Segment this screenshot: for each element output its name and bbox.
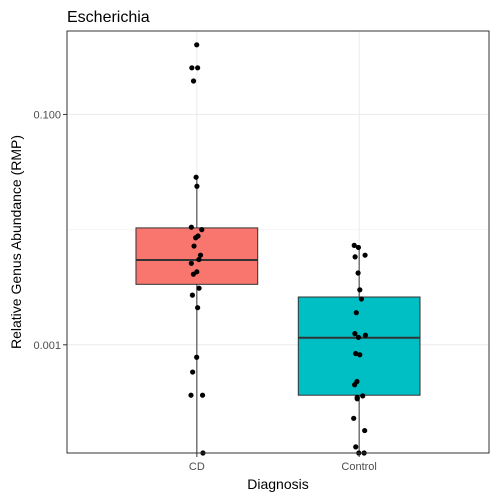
y-axis-title: Relative Genus Abundance (RMP) <box>8 135 24 349</box>
data-point <box>190 78 197 84</box>
data-point <box>199 392 206 398</box>
box-body <box>297 296 421 396</box>
data-point <box>188 224 194 230</box>
data-point <box>188 392 194 398</box>
data-point <box>357 352 363 358</box>
x-axis-title: Diagnosis <box>247 476 308 492</box>
data-point <box>196 285 202 291</box>
data-point <box>199 227 205 233</box>
data-point <box>188 260 194 266</box>
data-point <box>357 287 363 293</box>
data-point <box>194 354 200 360</box>
data-point <box>195 65 201 71</box>
panel-border <box>66 30 490 454</box>
data-point <box>360 393 366 399</box>
x-tick-label: Control <box>341 461 376 473</box>
data-point <box>193 235 199 241</box>
data-point <box>190 271 197 277</box>
axes: 0.001 0.100 CD Control <box>33 109 376 473</box>
data-point <box>190 369 196 375</box>
data-point <box>193 174 199 180</box>
data-point <box>196 256 202 263</box>
data-point <box>351 415 357 421</box>
data-point <box>195 305 201 311</box>
box-control <box>297 245 421 453</box>
data-point <box>353 350 359 357</box>
data-point <box>351 242 357 248</box>
y-tick-label: 0.001 <box>33 340 61 352</box>
box-cd <box>135 178 259 453</box>
data-point <box>191 243 197 249</box>
data-point <box>355 244 362 251</box>
x-tick-label: CD <box>189 461 205 473</box>
data-point <box>352 382 358 388</box>
data-point <box>358 296 364 302</box>
data-point <box>355 270 361 276</box>
data-point <box>194 183 200 189</box>
data-point <box>189 65 195 71</box>
data-point <box>362 252 368 258</box>
grid <box>67 31 489 453</box>
chart-title: Escherichia <box>67 9 150 26</box>
data-point <box>362 332 369 338</box>
boxes <box>135 178 421 453</box>
data-point <box>362 427 368 434</box>
y-tick-label: 0.100 <box>33 109 61 121</box>
data-point <box>352 254 358 260</box>
data-point <box>189 292 196 298</box>
data-point <box>353 444 359 450</box>
data-point <box>353 310 359 316</box>
data-point <box>355 334 362 340</box>
data-point <box>197 252 204 258</box>
data-point <box>354 396 360 402</box>
data-point <box>194 42 200 48</box>
data-point <box>352 331 358 337</box>
